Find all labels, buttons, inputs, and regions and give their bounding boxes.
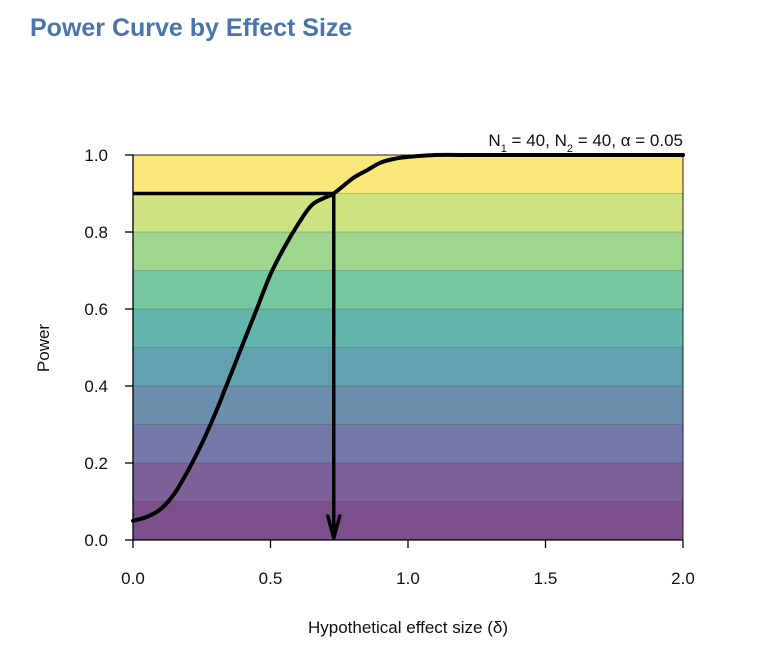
- x-axis-label: Hypothetical effect size (δ): [308, 618, 508, 637]
- y-tick-label: 0.8: [84, 223, 108, 242]
- power-band-4: [133, 347, 683, 386]
- power-bands: [133, 155, 683, 540]
- y-tick-label: 0.0: [84, 531, 108, 550]
- arrow-head: [326, 514, 342, 540]
- power-band-8: [133, 193, 683, 232]
- y-axis-label: Power: [34, 324, 53, 373]
- power-band-1: [133, 463, 683, 502]
- x-tick-label: 0.5: [259, 569, 283, 588]
- x-tick-label: 1.0: [396, 569, 420, 588]
- x-tick-label: 1.5: [534, 569, 558, 588]
- axes: 0.0 0.2 0.4 0.6 0.8 1.0 0.0 0.5 1.0 1.5 2.0: [84, 146, 694, 588]
- y-tick-label: 0.6: [84, 300, 108, 319]
- power-band-2: [133, 424, 683, 463]
- power-band-9: [133, 155, 683, 194]
- power-band-6: [133, 270, 683, 309]
- power-curve-line: [131, 152, 685, 523]
- power-band-3: [133, 386, 683, 425]
- sample-size-annotation: N1 = 40, N2 = 40, α = 0.05: [488, 131, 683, 155]
- power-band-0: [133, 501, 683, 540]
- x-tick-label: 0.0: [121, 569, 145, 588]
- page-title: Power Curve by Effect Size: [30, 14, 353, 42]
- power-band-7: [133, 232, 683, 271]
- y-tick-label: 1.0: [84, 146, 108, 165]
- y-tick-label: 0.2: [84, 454, 108, 473]
- y-tick-label: 0.4: [84, 377, 108, 396]
- power-band-5: [133, 309, 683, 348]
- x-tick-label: 2.0: [671, 569, 695, 588]
- target-guides: [133, 191, 342, 540]
